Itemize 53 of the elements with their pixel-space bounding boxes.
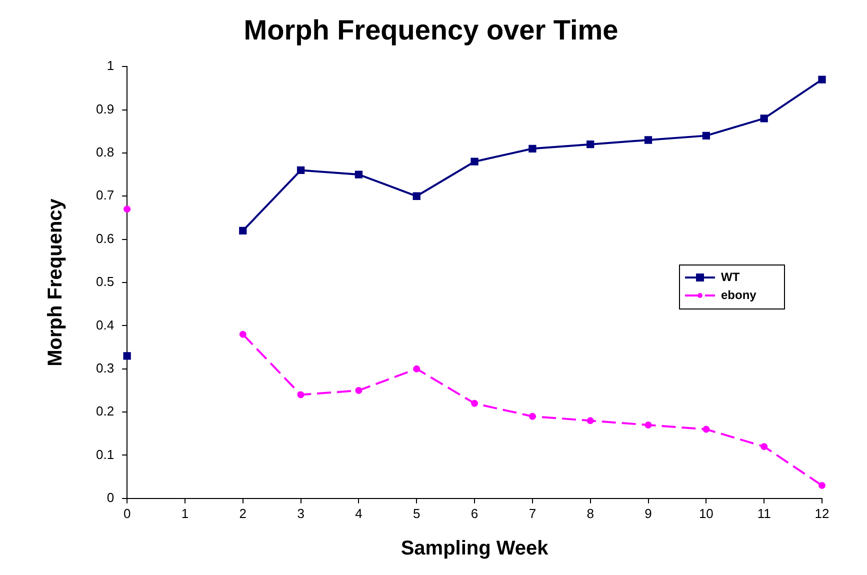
x-axis-title: Sampling Week xyxy=(400,538,550,560)
point xyxy=(760,443,768,450)
x-tick-label: 4 xyxy=(355,506,362,521)
x-tick-label: 7 xyxy=(528,506,536,521)
x-tick-label: 2 xyxy=(239,506,247,521)
x-tick-label: 11 xyxy=(757,506,771,521)
legend-label: ebony xyxy=(721,288,757,302)
y-tick-label: 0.4 xyxy=(96,317,114,332)
point xyxy=(818,482,826,489)
point xyxy=(644,136,652,144)
point xyxy=(471,400,478,407)
point xyxy=(413,365,420,372)
point xyxy=(702,426,710,433)
point xyxy=(528,144,536,152)
x-tick-label: 3 xyxy=(297,506,304,521)
y-tick-label: 0.5 xyxy=(96,274,114,290)
y-tick-label: 0.1 xyxy=(96,446,114,462)
y-tick-label: 0.3 xyxy=(96,360,114,376)
x-tick-label: 8 xyxy=(586,506,594,521)
point xyxy=(296,166,305,174)
point xyxy=(528,412,536,420)
y-tick-label: 0 xyxy=(106,490,114,505)
point xyxy=(760,114,768,122)
point xyxy=(470,158,478,166)
y-tick-label: 0.9 xyxy=(96,101,114,116)
point xyxy=(644,421,652,428)
point xyxy=(355,386,362,394)
point xyxy=(297,391,304,398)
point xyxy=(239,330,246,338)
x-tick-label: 6 xyxy=(470,506,478,521)
point xyxy=(123,352,131,360)
x-tick-label: 1 xyxy=(181,506,189,521)
legend-label: WT xyxy=(721,270,740,284)
chart-title: Morph Frequency over Time xyxy=(244,14,618,46)
x-tick-label: 10 xyxy=(698,506,714,521)
y-tick-label: 0.8 xyxy=(96,144,114,160)
x-tick-label: 9 xyxy=(644,506,652,521)
y-axis-title: Morph Frequency xyxy=(44,198,67,366)
point xyxy=(239,226,247,235)
x-tick-label: 12 xyxy=(814,506,830,521)
point xyxy=(124,206,131,213)
y-tick-label: 0.7 xyxy=(96,188,114,203)
y-tick-label: 1 xyxy=(106,58,114,74)
point xyxy=(586,140,594,148)
point xyxy=(586,417,594,424)
point xyxy=(412,192,420,200)
x-tick-label: 5 xyxy=(413,506,420,521)
y-tick-label: 0.6 xyxy=(96,230,114,246)
y-tick-label: 0.2 xyxy=(96,404,114,419)
point xyxy=(818,76,826,84)
x-tick-label: 0 xyxy=(123,506,131,521)
point xyxy=(354,170,363,178)
point xyxy=(702,132,710,140)
